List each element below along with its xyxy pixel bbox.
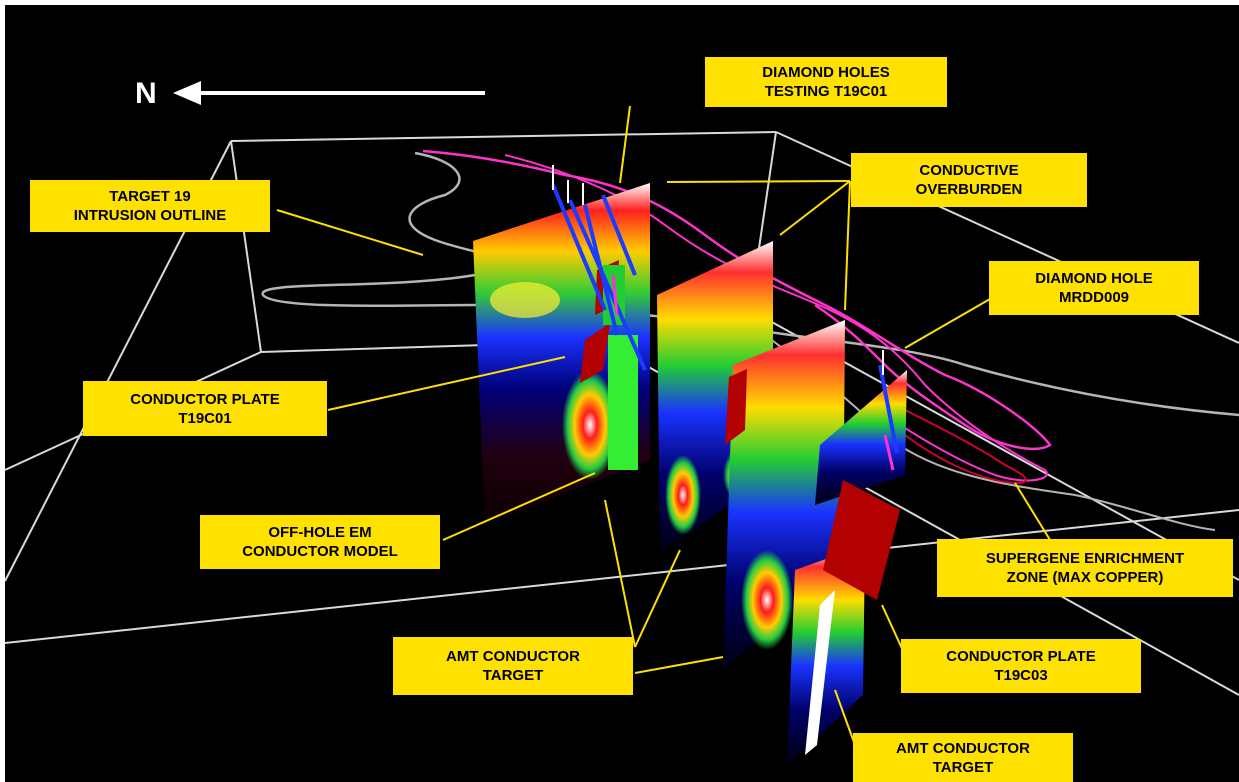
- overburden-trace: [422, 149, 1052, 451]
- label-supergene: SUPERGENE ENRICHMENT ZONE (MAX COPPER): [937, 539, 1233, 597]
- conductor-plate-t19c03: [823, 480, 900, 600]
- label-mrdd009-line2: MRDD009: [1058, 289, 1130, 306]
- amt-section-4: [815, 370, 907, 505]
- em-conductor-model: [608, 335, 638, 470]
- conductor-plate-mid: [725, 369, 747, 445]
- label-target19-line1: TARGET 19: [109, 188, 191, 205]
- amt-anomaly-2: [665, 455, 701, 535]
- label-diamond-hole-mrdd009: DIAMOND HOLE MRDD009: [989, 261, 1199, 315]
- label-diamond-holes: DIAMOND HOLES TESTING T19C01: [705, 57, 947, 107]
- amt-anomaly-1: [562, 370, 618, 480]
- label-conductor-plate-t19c03: CONDUCTOR PLATE T19C03: [901, 639, 1141, 693]
- label-amt-target-1-line2: TARGET: [482, 667, 544, 684]
- label-conductive-overburden-line2: OVERBURDEN: [915, 181, 1023, 198]
- supergene-zone: [894, 404, 1027, 485]
- label-mrdd009-line1: DIAMOND HOLE: [1035, 270, 1153, 287]
- geophysics-3d-scene: N DIAMOND HOLES TESTING T19C01 TARGET 19…: [5, 5, 1239, 782]
- intrusion-outline: [261, 151, 1239, 417]
- label-conductive-overburden: CONDUCTIVE OVERBURDEN: [851, 153, 1087, 207]
- label-t19c03-line2: T19C03: [994, 667, 1048, 684]
- label-target19-line2: INTRUSION OUTLINE: [73, 207, 227, 224]
- label-target19: TARGET 19 INTRUSION OUTLINE: [30, 180, 270, 232]
- label-off-hole-em: OFF-HOLE EM CONDUCTOR MODEL: [200, 515, 440, 569]
- label-off-hole-em-line1: OFF-HOLE EM: [268, 524, 372, 541]
- label-off-hole-em-line2: CONDUCTOR MODEL: [242, 543, 398, 560]
- amt-anomaly-1b: [490, 282, 560, 318]
- label-amt-target-2: AMT CONDUCTOR TARGET: [853, 733, 1073, 782]
- label-amt-target-1-line1: AMT CONDUCTOR: [446, 648, 580, 665]
- leader-lines: [276, 105, 1056, 746]
- scene-graphics: [5, 81, 1239, 765]
- label-t19c01-line1: CONDUCTOR PLATE: [130, 390, 280, 408]
- conductor-plate-t19c01: [580, 323, 610, 383]
- drill-hole-collars: [611, 274, 895, 471]
- label-conductive-overburden-line1: CONDUCTIVE: [919, 162, 1019, 179]
- label-t19c03-line1: CONDUCTOR PLATE: [946, 648, 1096, 665]
- label-diamond-holes-line1: DIAMOND HOLES: [762, 64, 890, 81]
- label-amt-target-1: AMT CONDUCTOR TARGET: [393, 637, 633, 695]
- label-t19c01-line2: T19C01: [178, 409, 232, 427]
- amt-anomaly-3: [741, 550, 793, 650]
- diamond-drill-holes: [551, 184, 899, 454]
- amt-anomaly-5: [805, 590, 835, 755]
- north-label: N: [135, 77, 157, 110]
- label-conductor-plate-t19c01: CONDUCTOR PLATE T19C01: [83, 381, 327, 436]
- overburden-trace-2: [504, 154, 1048, 482]
- hole-collars: [552, 165, 884, 375]
- label-amt-target-2-line1: AMT CONDUCTOR: [896, 739, 1030, 757]
- label-supergene-line2: ZONE (MAX COPPER): [1006, 569, 1164, 586]
- label-diamond-holes-line2: TESTING T19C01: [764, 83, 888, 100]
- label-amt-target-2-line2: TARGET: [932, 758, 994, 776]
- label-supergene-line1: SUPERGENE ENRICHMENT: [985, 550, 1185, 567]
- north-arrow-icon: [173, 81, 485, 105]
